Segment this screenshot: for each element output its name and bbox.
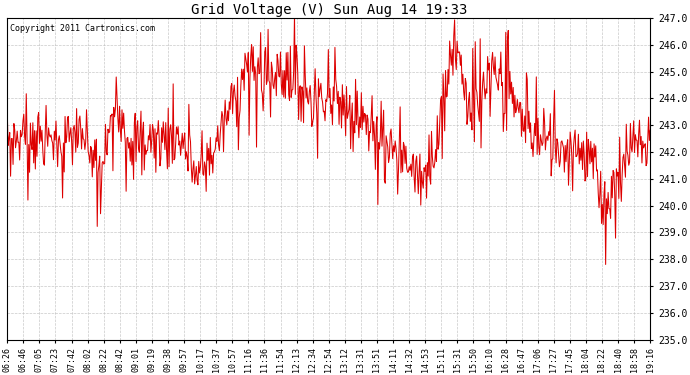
Title: Grid Voltage (V) Sun Aug 14 19:33: Grid Voltage (V) Sun Aug 14 19:33 [190, 3, 467, 17]
Text: Copyright 2011 Cartronics.com: Copyright 2011 Cartronics.com [10, 24, 155, 33]
